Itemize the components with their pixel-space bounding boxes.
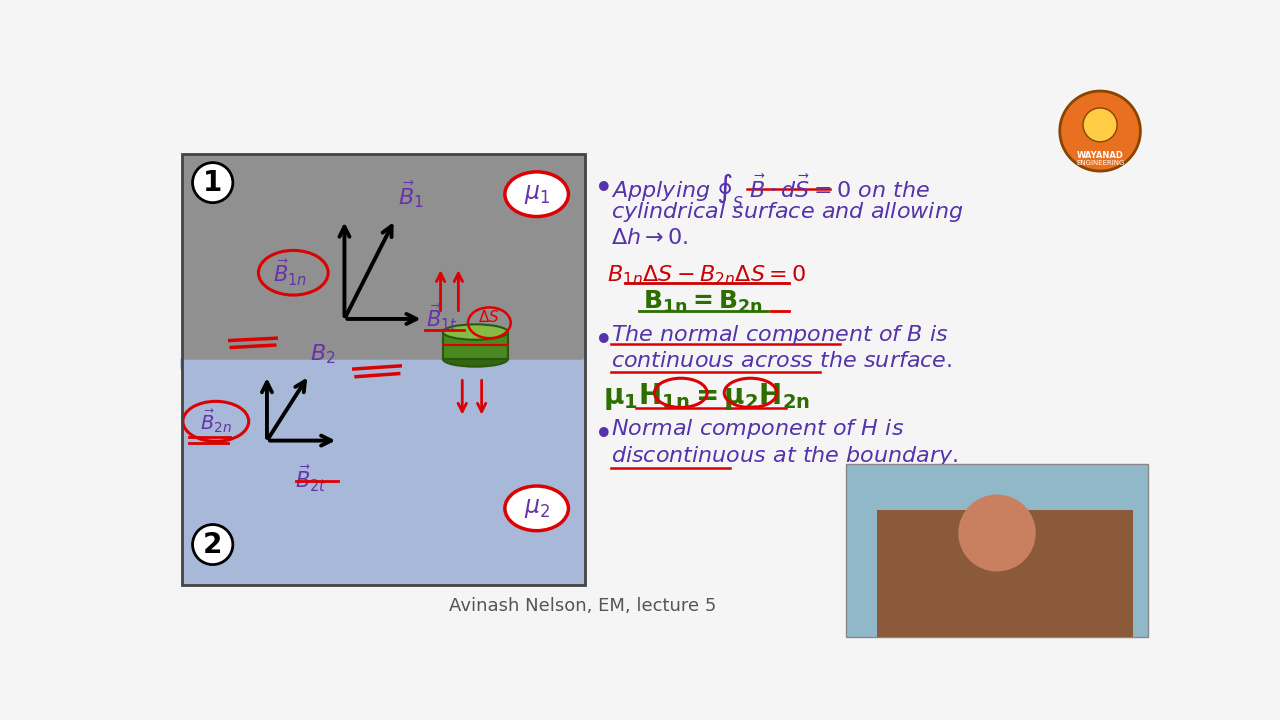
Text: Avinash Nelson, EM, lecture 5: Avinash Nelson, EM, lecture 5 <box>449 597 716 615</box>
Ellipse shape <box>443 351 508 366</box>
Text: •: • <box>594 174 613 207</box>
Circle shape <box>192 525 233 564</box>
Circle shape <box>1060 91 1140 171</box>
Text: $\mu_1$: $\mu_1$ <box>524 182 549 206</box>
Text: $\mathbf{B_{1n} = B_{2n}}$: $\mathbf{B_{1n} = B_{2n}}$ <box>643 289 763 315</box>
Text: $B_{1n}\Delta S - B_{2n}\Delta S = 0$: $B_{1n}\Delta S - B_{2n}\Delta S = 0$ <box>607 264 806 287</box>
Text: $\mathit{discontinuous\ at\ the\ boundary.}$: $\mathit{discontinuous\ at\ the\ boundar… <box>611 444 959 469</box>
Bar <box>443 332 508 359</box>
Circle shape <box>1083 108 1117 142</box>
Text: $\vec{B}_{2n}$: $\vec{B}_{2n}$ <box>200 408 232 435</box>
Text: $\mathit{Normal\ component\ of\ H\ is}$: $\mathit{Normal\ component\ of\ H\ is}$ <box>611 417 904 441</box>
Text: $\mathit{Applying\ \oint_S\ \vec{B}\cdot d\vec{S} = 0\ on\ the}$: $\mathit{Applying\ \oint_S\ \vec{B}\cdot… <box>611 171 931 211</box>
Text: $\mathit{The\ normal\ component\ of\ B\ is}$: $\mathit{The\ normal\ component\ of\ B\ … <box>611 323 948 347</box>
Text: $\vec{B}_1$: $\vec{B}_1$ <box>398 179 424 210</box>
Text: WAYANAD: WAYANAD <box>1076 151 1124 160</box>
Bar <box>877 510 1133 637</box>
Text: $B_2$: $B_2$ <box>310 342 335 366</box>
Text: $\mathit{\Delta h \rightarrow 0.}$: $\mathit{\Delta h \rightarrow 0.}$ <box>611 228 689 248</box>
Bar <box>846 464 1148 637</box>
Text: •: • <box>594 325 613 358</box>
Text: 2: 2 <box>204 531 223 559</box>
Ellipse shape <box>504 486 568 531</box>
Text: $\mathbf{\mu_1 H_{1n} = \mu_2 H_{2n}}$: $\mathbf{\mu_1 H_{1n} = \mu_2 H_{2n}}$ <box>603 382 810 413</box>
Text: $\mu_2$: $\mu_2$ <box>524 496 549 521</box>
Text: $\mathit{cylindrical\ surface\ and\ allowing}$: $\mathit{cylindrical\ surface\ and\ allo… <box>611 199 964 224</box>
Text: •: • <box>594 419 613 452</box>
Polygon shape <box>182 360 585 390</box>
Bar <box>182 154 585 585</box>
Text: $\vec{B}_{2t}$: $\vec{B}_{2t}$ <box>296 464 328 494</box>
Bar <box>182 360 585 585</box>
Text: $\Delta S$: $\Delta S$ <box>477 310 499 325</box>
Bar <box>182 154 585 360</box>
Ellipse shape <box>504 172 568 217</box>
Text: ENGINEERING: ENGINEERING <box>1076 161 1124 166</box>
Ellipse shape <box>443 324 508 340</box>
Text: $\vec{B}_{1n}$: $\vec{B}_{1n}$ <box>273 258 307 288</box>
Text: $\mathit{continuous\ across\ the\ surface.}$: $\mathit{continuous\ across\ the\ surfac… <box>611 351 952 371</box>
Text: $\vec{B}_{1t}$: $\vec{B}_{1t}$ <box>426 302 458 333</box>
Circle shape <box>192 163 233 202</box>
Circle shape <box>959 495 1036 572</box>
Text: 1: 1 <box>204 168 223 197</box>
